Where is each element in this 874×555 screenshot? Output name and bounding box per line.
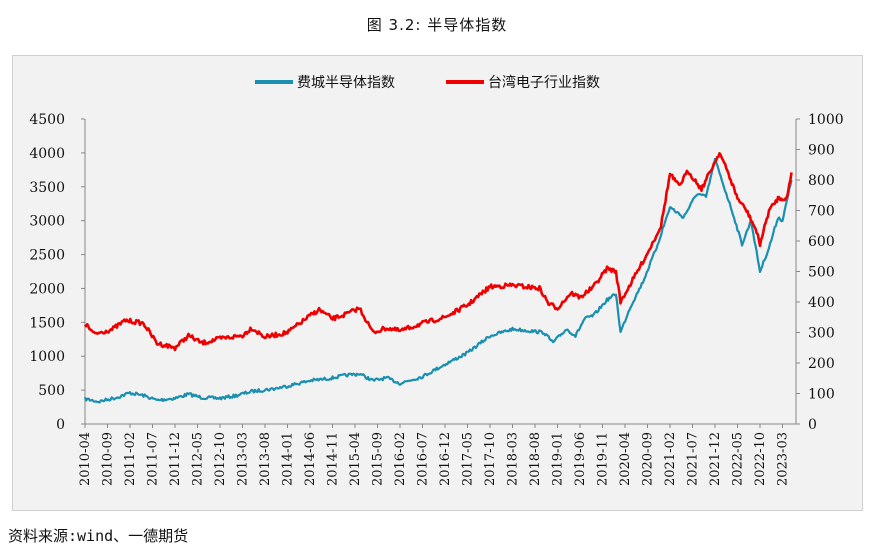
x-tick-label: 2017-05 bbox=[461, 432, 476, 486]
x-tick-label: 2021-07 bbox=[686, 432, 701, 486]
y-right-tick-label: 300 bbox=[808, 326, 835, 342]
x-tick-label: 2011-12 bbox=[168, 432, 183, 486]
y-right-tick-label: 0 bbox=[808, 417, 817, 433]
x-tick-label: 2016-02 bbox=[393, 432, 408, 486]
axes: 0 500 1000 1500 2000 2500 3000 3500 4000 4500 0 100… bbox=[29, 112, 843, 486]
y-right-tick-label: 600 bbox=[808, 234, 835, 250]
x-tick-label: 2016-12 bbox=[438, 432, 453, 486]
x-tick-label: 2017-10 bbox=[483, 432, 498, 486]
x-tick-label: 2020-04 bbox=[618, 432, 633, 486]
x-tick-label: 2019-06 bbox=[573, 432, 588, 486]
series-line-left bbox=[83, 157, 793, 404]
x-tick-label: 2015-09 bbox=[371, 432, 386, 486]
y-right-tick-label: 100 bbox=[808, 387, 835, 403]
x-tick-label: 2016-07 bbox=[416, 432, 431, 486]
x-tick-label: 2010-04 bbox=[78, 432, 93, 486]
legend-label-2: 台湾电子行业指数 bbox=[488, 74, 600, 91]
legend: 费城半导体指数 台湾电子行业指数 bbox=[255, 74, 600, 91]
x-tick-label: 2018-08 bbox=[528, 432, 543, 486]
y-left-tick-label: 4500 bbox=[29, 112, 65, 128]
y-left-tick-label: 3000 bbox=[29, 214, 65, 230]
x-tick-label: 2010-09 bbox=[101, 432, 116, 486]
y-left-tick-label: 2500 bbox=[29, 248, 65, 264]
x-tick-label: 2023-03 bbox=[776, 432, 791, 486]
y-right-tick-label: 700 bbox=[808, 204, 835, 220]
x-tick-label: 2013-08 bbox=[258, 432, 273, 486]
y-left-tick-label: 1500 bbox=[29, 315, 65, 331]
y-right-tick-label: 500 bbox=[808, 265, 835, 281]
y-left-tick-label: 1000 bbox=[29, 349, 65, 365]
figure-title: 图 3.2: 半导体指数 bbox=[366, 16, 508, 34]
x-tick-label: 2019-11 bbox=[596, 432, 611, 486]
x-tick-label: 2021-12 bbox=[708, 432, 723, 486]
x-tick-label: 2011-02 bbox=[123, 432, 138, 486]
x-tick-label: 2013-03 bbox=[236, 432, 251, 486]
y-left-tick-label: 0 bbox=[56, 417, 65, 433]
x-tick-label: 2012-10 bbox=[213, 432, 228, 486]
y-right-tick-label: 800 bbox=[808, 173, 835, 189]
y-left-tick-label: 2000 bbox=[29, 281, 65, 297]
x-tick-label: 2014-06 bbox=[303, 432, 318, 486]
series-lines bbox=[83, 152, 793, 404]
y-right-tick-label: 1000 bbox=[808, 112, 844, 128]
x-tick-label: 2014-11 bbox=[326, 432, 341, 486]
series-line-right bbox=[83, 152, 793, 352]
x-tick-label: 2019-01 bbox=[551, 432, 566, 486]
x-tick-label: 2012-05 bbox=[191, 432, 206, 486]
x-tick-label: 2014-01 bbox=[281, 432, 296, 486]
x-tick-label: 2011-07 bbox=[146, 432, 161, 486]
x-tick-label: 2018-03 bbox=[506, 432, 521, 486]
line-chart: 费城半导体指数 台湾电子行业指数 050010001500200025003000… bbox=[29, 74, 843, 486]
legend-label-1: 费城半导体指数 bbox=[297, 75, 395, 91]
y-right-tick-label: 200 bbox=[808, 356, 835, 372]
y-left-tick-label: 500 bbox=[38, 383, 65, 399]
x-tick-label: 2022-10 bbox=[753, 432, 768, 486]
y-right-tick-label: 900 bbox=[808, 143, 835, 159]
x-tick-label: 2020-09 bbox=[641, 432, 656, 486]
y-left-tick-label: 4000 bbox=[29, 146, 65, 162]
y-left-tick-label: 3500 bbox=[29, 180, 65, 196]
x-tick-label: 2015-04 bbox=[348, 432, 363, 486]
chart-panel: 费城半导体指数 台湾电子行业指数 0 500 1000 1500 2000 2500 3000… bbox=[12, 55, 863, 511]
source-note: 资料来源:wind、一德期货 bbox=[8, 527, 189, 545]
x-tick-label: 2021-02 bbox=[663, 432, 678, 486]
y-right-tick-label: 400 bbox=[808, 295, 835, 311]
x-tick-label: 2022-05 bbox=[731, 432, 746, 486]
